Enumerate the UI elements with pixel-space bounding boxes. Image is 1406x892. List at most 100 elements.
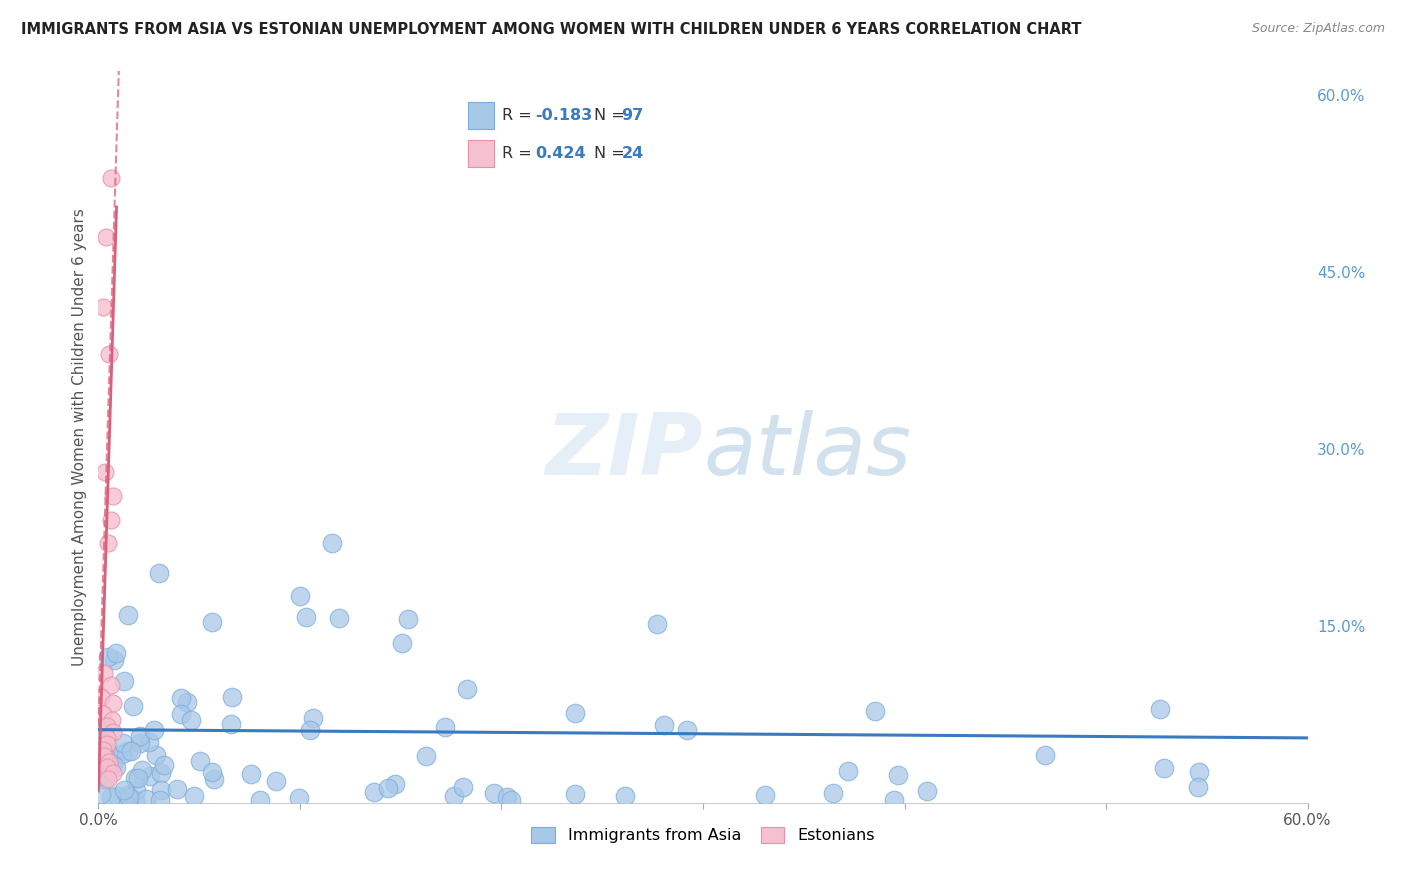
- Point: [96, 737, 118, 751]
- Point: [1188, 765, 1211, 780]
- Point: [131, 763, 153, 777]
- Point: [754, 788, 776, 802]
- Point: [176, 695, 198, 709]
- Point: [169, 707, 191, 722]
- Point: [166, 782, 188, 797]
- Point: [104, 760, 127, 774]
- Point: [219, 716, 242, 731]
- Point: [112, 782, 135, 797]
- Point: [138, 735, 160, 749]
- Point: [112, 735, 135, 749]
- Point: [97, 347, 120, 361]
- Point: [1187, 780, 1209, 795]
- Point: [101, 725, 124, 739]
- Point: [675, 723, 697, 737]
- Point: [112, 673, 135, 688]
- Point: [180, 713, 202, 727]
- Point: [139, 768, 162, 782]
- Point: [97, 746, 120, 760]
- Point: [94, 772, 117, 786]
- Point: [415, 748, 437, 763]
- Point: [917, 784, 939, 798]
- Text: IMMIGRANTS FROM ASIA VS ESTONIAN UNEMPLOYMENT AMONG WOMEN WITH CHILDREN UNDER 6 : IMMIGRANTS FROM ASIA VS ESTONIAN UNEMPLO…: [21, 22, 1081, 37]
- Point: [837, 764, 859, 778]
- Point: [117, 607, 139, 622]
- Point: [129, 729, 152, 743]
- Point: [122, 698, 145, 713]
- Point: [91, 753, 114, 767]
- Point: [456, 681, 478, 696]
- Point: [239, 766, 262, 780]
- Point: [148, 566, 170, 580]
- Point: [433, 720, 456, 734]
- Point: [149, 793, 172, 807]
- Y-axis label: Unemployment Among Women with Children Under 6 years: Unemployment Among Women with Children U…: [72, 208, 87, 666]
- Point: [1153, 761, 1175, 775]
- Point: [93, 707, 115, 722]
- Point: [97, 536, 120, 550]
- Legend: Immigrants from Asia, Estonians: Immigrants from Asia, Estonians: [524, 821, 882, 850]
- Point: [384, 777, 406, 791]
- Point: [1149, 702, 1171, 716]
- Point: [221, 690, 243, 704]
- Point: [98, 755, 121, 769]
- Point: [103, 653, 125, 667]
- Point: [97, 772, 120, 787]
- Point: [101, 696, 124, 710]
- Point: [302, 711, 325, 725]
- Point: [264, 773, 287, 788]
- Point: [100, 790, 122, 805]
- Point: [396, 612, 419, 626]
- Point: [107, 789, 129, 803]
- Point: [91, 738, 114, 752]
- Point: [103, 766, 125, 780]
- Point: [145, 748, 167, 763]
- Point: [100, 513, 122, 527]
- Point: [90, 743, 112, 757]
- Point: [91, 772, 114, 786]
- Point: [200, 615, 222, 630]
- Point: [863, 704, 886, 718]
- Point: [377, 780, 399, 795]
- Point: [288, 590, 311, 604]
- Point: [124, 793, 146, 807]
- Text: atlas: atlas: [703, 410, 911, 493]
- Point: [127, 771, 149, 785]
- Point: [101, 757, 124, 772]
- Point: [93, 742, 115, 756]
- Point: [484, 786, 506, 800]
- Point: [94, 748, 117, 763]
- Point: [501, 793, 523, 807]
- Point: [564, 788, 586, 802]
- Point: [96, 731, 118, 745]
- Point: [613, 789, 636, 803]
- Point: [90, 787, 112, 801]
- Point: [96, 760, 118, 774]
- Point: [91, 301, 114, 315]
- Point: [363, 785, 385, 799]
- Point: [124, 772, 146, 786]
- Point: [645, 616, 668, 631]
- Point: [93, 666, 115, 681]
- Point: [149, 765, 172, 780]
- Point: [883, 793, 905, 807]
- Point: [287, 791, 309, 805]
- Point: [90, 719, 112, 733]
- Point: [564, 706, 586, 720]
- Point: [97, 649, 120, 664]
- Point: [103, 489, 125, 503]
- Point: [183, 789, 205, 804]
- Point: [105, 646, 128, 660]
- Point: [149, 783, 172, 797]
- Point: [96, 719, 118, 733]
- Point: [117, 744, 139, 758]
- Point: [821, 786, 844, 800]
- Point: [90, 690, 112, 704]
- Point: [321, 536, 343, 550]
- Point: [652, 718, 675, 732]
- Point: [120, 744, 142, 758]
- Point: [94, 229, 117, 244]
- Point: [110, 747, 132, 762]
- Point: [115, 789, 138, 803]
- Point: [496, 790, 519, 805]
